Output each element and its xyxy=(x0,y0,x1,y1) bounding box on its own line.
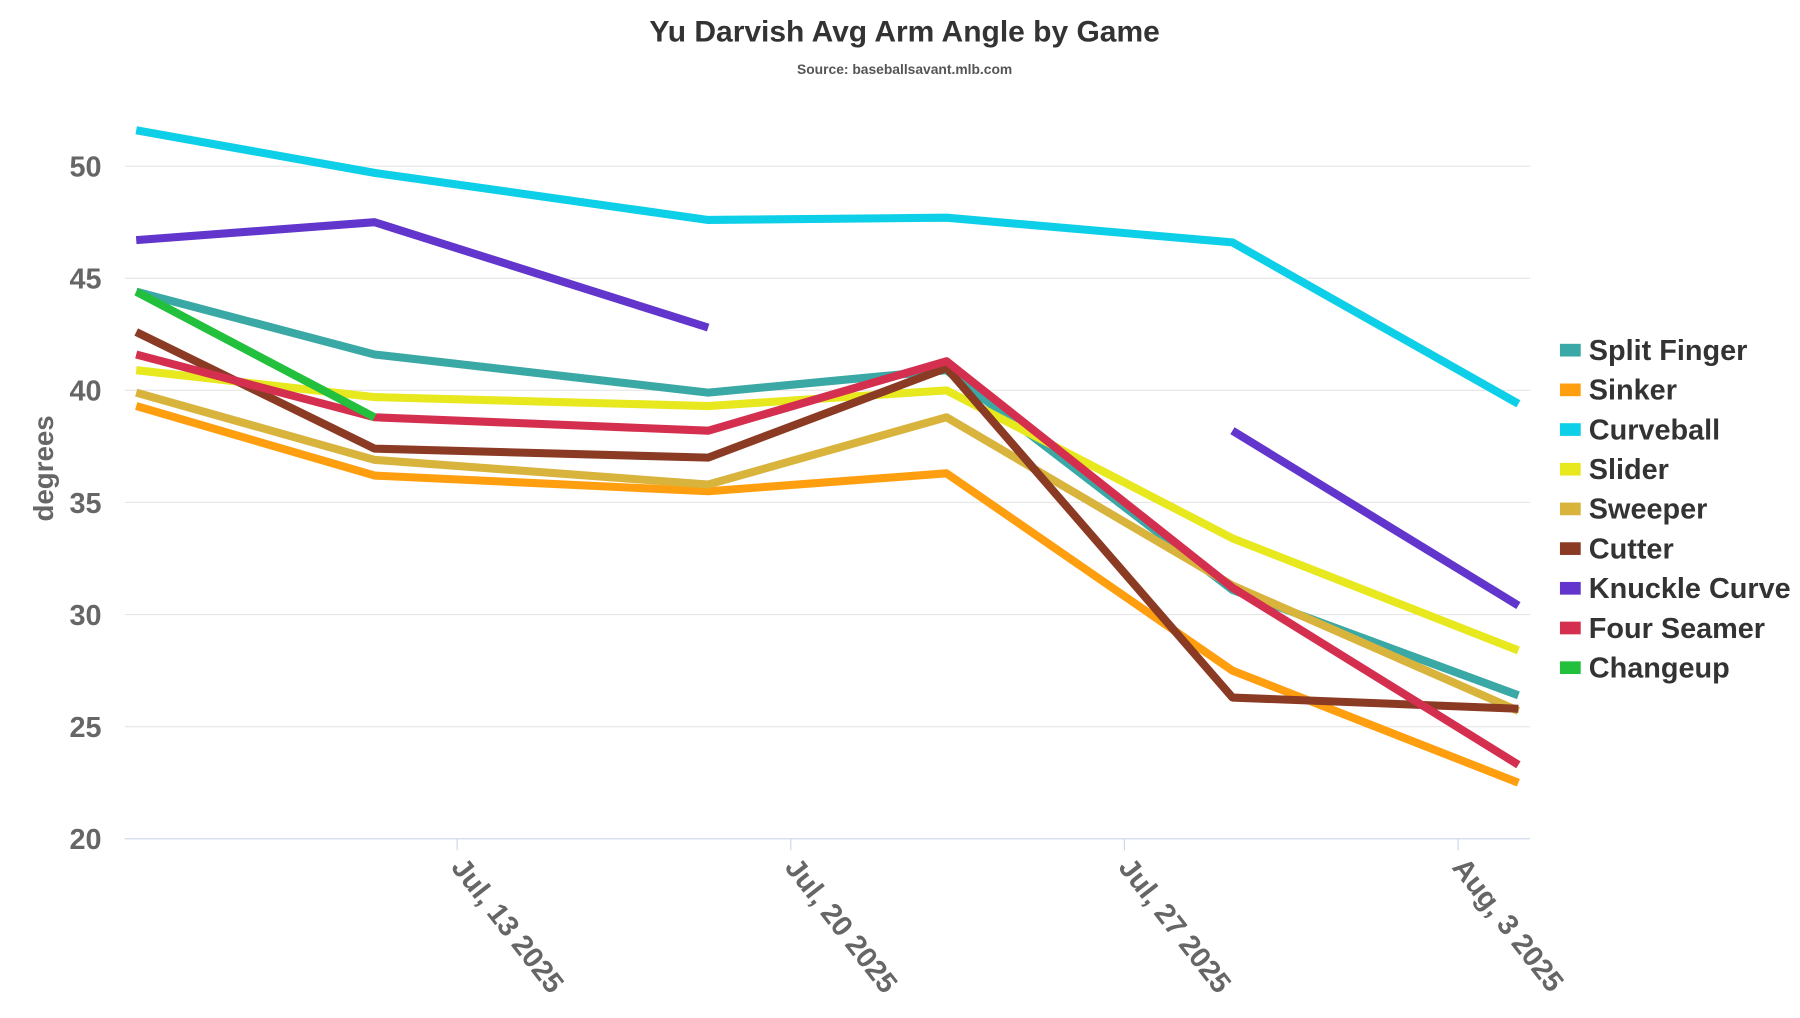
chart-subtitle: Source: baseballsavant.mlb.com xyxy=(797,61,1012,77)
legend-label: Slider xyxy=(1589,454,1669,486)
legend-label: Sinker xyxy=(1589,375,1677,407)
series-line-sinker[interactable] xyxy=(135,402,1520,787)
y-tick-label: 40 xyxy=(70,376,102,408)
legend-label: Changeup xyxy=(1589,652,1730,684)
legend-item[interactable]: Curveball xyxy=(1559,414,1720,446)
legend-swatch xyxy=(1559,661,1581,675)
series-line-curveball[interactable] xyxy=(135,126,1521,408)
legend-swatch xyxy=(1559,462,1581,476)
y-tick-label: 50 xyxy=(70,152,102,184)
x-tick-label: Jul, 13 2025 xyxy=(445,852,570,999)
y-tick-label: 20 xyxy=(70,824,102,856)
series-line-sweeper[interactable] xyxy=(135,388,1521,715)
series-line-changeup[interactable] xyxy=(134,288,377,421)
legend-item[interactable]: Four Seamer xyxy=(1559,613,1765,645)
legend-item[interactable]: Sinker xyxy=(1559,375,1677,407)
series-line-knuckle-curve[interactable] xyxy=(1230,427,1521,610)
legend-label: Curveball xyxy=(1589,414,1720,446)
y-tick-label: 45 xyxy=(70,264,102,296)
legend-item[interactable]: Cutter xyxy=(1559,533,1674,565)
y-tick-label: 30 xyxy=(70,600,102,632)
legend-swatch xyxy=(1559,343,1581,357)
legend-label: Sweeper xyxy=(1589,494,1708,526)
legend-item[interactable]: Slider xyxy=(1559,454,1669,486)
y-axis: 20 25 30 35 40 45 50 xyxy=(70,152,102,857)
legend-swatch xyxy=(1559,502,1581,516)
y-axis-label: degrees xyxy=(28,415,59,521)
legend-swatch xyxy=(1559,542,1581,555)
x-tick-label: Jul, 20 2025 xyxy=(778,852,903,999)
y-tick-label: 35 xyxy=(70,488,102,520)
chart-title: Yu Darvish Avg Arm Angle by Game xyxy=(649,16,1159,49)
series-line-knuckle-curve[interactable] xyxy=(135,218,710,332)
grid-lines xyxy=(124,165,1530,840)
series-line-cutter[interactable] xyxy=(134,328,1519,713)
x-tick-label: Jul, 27 2025 xyxy=(1112,852,1237,999)
legend-item[interactable]: Split Finger xyxy=(1559,335,1748,367)
legend-item[interactable]: Changeup xyxy=(1559,652,1730,684)
series-lines xyxy=(134,126,1521,787)
legend-label: Knuckle Curve xyxy=(1589,573,1791,605)
legend-item[interactable]: Sweeper xyxy=(1559,494,1708,526)
legend-swatch xyxy=(1559,383,1581,397)
y-tick-label: 25 xyxy=(70,712,102,744)
legend-swatch xyxy=(1559,423,1581,436)
series-line-four-seamer[interactable] xyxy=(135,350,1521,769)
legend: Split Finger Sinker Curveball Slider Sweeper… xyxy=(1559,335,1791,684)
legend-label: Split Finger xyxy=(1589,335,1748,367)
legend-label: Four Seamer xyxy=(1589,613,1765,645)
x-tick-label: Aug, 3 2025 xyxy=(1446,852,1570,998)
legend-swatch xyxy=(1559,581,1581,595)
legend-item[interactable]: Knuckle Curve xyxy=(1559,573,1791,605)
legend-swatch xyxy=(1559,621,1581,635)
x-axis: Jul, 13 2025 Jul, 20 2025 Jul, 27 2025 Aug,… xyxy=(445,838,1570,1000)
legend-label: Cutter xyxy=(1589,533,1674,565)
